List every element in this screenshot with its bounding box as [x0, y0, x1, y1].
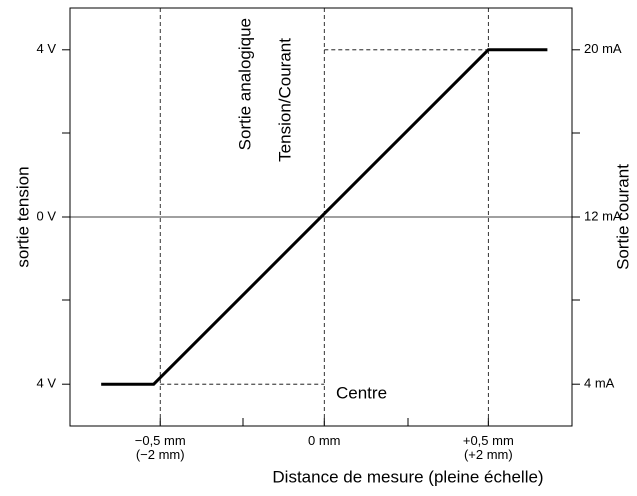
x-tick-label: −0,5 mm (−2 mm): [134, 433, 186, 462]
x-tick-label: 0 mm: [308, 433, 341, 448]
y-tick-label: 0 V: [36, 208, 56, 223]
data-line: [101, 48, 548, 386]
annotation: Sortie analogique: [235, 18, 254, 150]
y-tick-label: 4 V: [36, 41, 56, 56]
annotation: Tension/Courant: [275, 38, 294, 162]
y2-tick-label: 12 mA: [584, 208, 622, 223]
annotation: Centre: [336, 383, 387, 402]
y2-tick-label: 4 mA: [584, 376, 615, 391]
y2-tick-label: 20 mA: [584, 41, 622, 56]
minor-ticks: [62, 132, 580, 426]
y2-axis-label: Sortie courant: [613, 164, 632, 270]
y-axis-label: sortie tension: [13, 166, 32, 267]
y-tick-label: 4 V: [36, 376, 56, 391]
x-tick-label: +0,5 mm (+2 mm): [462, 433, 514, 462]
x-axis-label: Distance de mesure (pleine échelle): [272, 467, 543, 486]
